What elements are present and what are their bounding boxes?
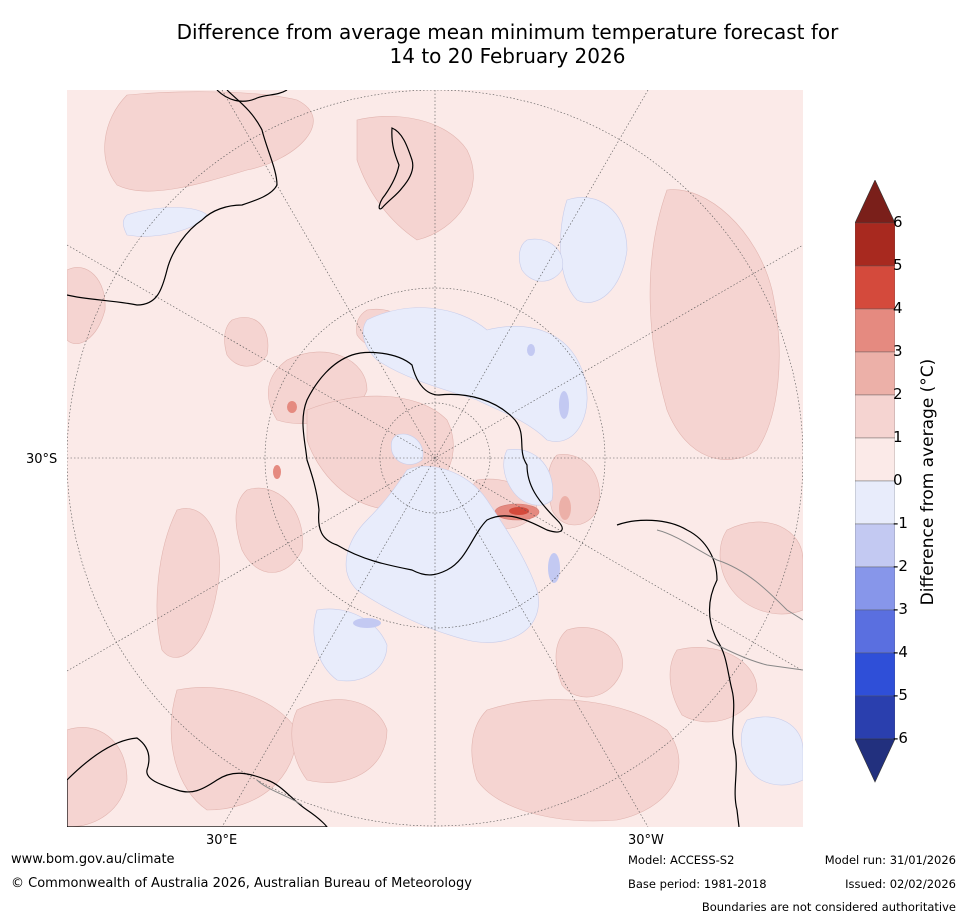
coastlines (67, 90, 740, 827)
colorbar-band (855, 695, 895, 740)
colorbar-title: Difference from average (°C) (918, 358, 938, 606)
colorbar-band (855, 265, 895, 310)
colorbar-band (855, 222, 895, 267)
colorbar-band (855, 308, 895, 353)
colorbar-segments (855, 180, 895, 783)
southern-hemisphere-map (67, 90, 803, 827)
colorbar-extend-low (855, 738, 895, 783)
copyright-text: © Commonwealth of Australia 2026, Austra… (11, 876, 472, 891)
colorbar (855, 180, 895, 783)
cool-anomaly-regions (122, 197, 803, 786)
colorbar-band (855, 523, 895, 568)
graticule (67, 90, 803, 827)
map-title: Difference from average mean minimum tem… (0, 20, 965, 68)
colorbar-tick-label: -6 (893, 729, 908, 747)
colorbar-tick-label: 1 (893, 428, 903, 446)
colorbar-band (855, 437, 895, 482)
colorbar-band (855, 609, 895, 654)
issued-date: Issued: 02/02/2026 (845, 877, 956, 891)
boundaries-disclaimer: Boundaries are not considered authoritat… (701, 900, 956, 914)
antarctica-coast (302, 351, 563, 576)
colorbar-band (855, 351, 895, 396)
colorbar-tick-label: -1 (893, 514, 908, 532)
longitude-label-30e: 30°E (206, 833, 238, 848)
australia-coast (67, 737, 328, 827)
new-zealand-coast (378, 127, 414, 210)
title-line-2: 14 to 20 February 2026 (389, 44, 626, 68)
colorbar-tick-label: 4 (893, 299, 903, 317)
model-name: Model: ACCESS-S2 (628, 853, 735, 867)
country-borders (256, 529, 803, 806)
africa-coast (67, 90, 278, 306)
colorbar-tick-label: 3 (893, 342, 903, 360)
colorbar-tick-label: 6 (893, 213, 903, 231)
colorbar-extend-high (855, 180, 895, 224)
base-period: Base period: 1981-2018 (628, 877, 767, 891)
colorbar-band (855, 394, 895, 439)
title-line-1: Difference from average mean minimum tem… (176, 20, 839, 44)
model-run: Model run: 31/01/2026 (824, 853, 956, 867)
colorbar-band (855, 480, 895, 525)
colorbar-tick-label: 2 (893, 385, 903, 403)
latitude-label-30s: 30°S (26, 452, 58, 467)
colorbar-tick-label: -4 (893, 643, 908, 661)
website-link[interactable]: www.bom.gov.au/climate (11, 852, 175, 867)
colorbar-tick-label: -3 (893, 600, 908, 618)
moderate-cool-anomalies (353, 344, 569, 628)
colorbar-tick-label: -5 (893, 686, 908, 704)
colorbar-tick-label: -2 (893, 557, 908, 575)
south-america-coast (616, 519, 740, 827)
colorbar-tick-label: 0 (893, 471, 903, 489)
indian-ocean-outline (216, 90, 288, 102)
colorbar-band (855, 652, 895, 697)
colorbar-tick-label: 5 (893, 256, 903, 274)
colorbar-band (855, 566, 895, 611)
longitude-label-30w: 30°W (628, 833, 664, 848)
